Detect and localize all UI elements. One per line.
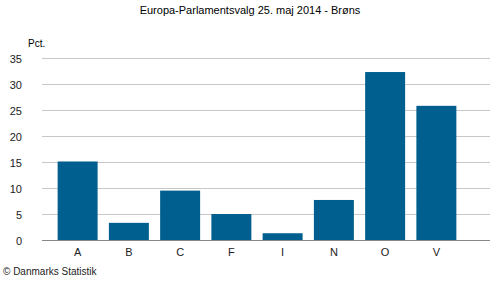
- y-tick-label: 35: [10, 53, 22, 65]
- x-tick-label: I: [281, 246, 284, 258]
- title: Europa-Parlamentsvalg 25. maj 2014 - Brø…: [140, 4, 361, 16]
- y-grid: [42, 59, 490, 241]
- bar: [109, 223, 149, 240]
- x-axis-line: [42, 240, 490, 241]
- bar: [365, 72, 405, 240]
- y-tick-label: 30: [10, 79, 22, 91]
- x-tick-label: V: [433, 246, 441, 258]
- y-tick-label: 20: [10, 131, 22, 143]
- x-tick-label: C: [176, 246, 184, 258]
- grid-line: [42, 58, 490, 59]
- chart: Europa-Parlamentsvalg 25. maj 2014 - Brø…: [0, 0, 500, 282]
- bars: [58, 72, 457, 240]
- source-note: © Danmarks Statistik: [3, 266, 98, 277]
- y-tick-label: 5: [16, 209, 22, 221]
- x-tick-label: B: [125, 246, 132, 258]
- x-tick-label: N: [330, 246, 338, 258]
- x-tick-label: F: [228, 246, 235, 258]
- bar: [263, 233, 303, 240]
- x-tick-label: O: [381, 246, 390, 258]
- y-axis-label: Pct.: [28, 38, 45, 49]
- y-tick-label: 25: [10, 105, 22, 117]
- y-tick-label: 10: [10, 183, 22, 195]
- x-tick-label: A: [74, 246, 82, 258]
- y-tick-label: 15: [10, 157, 22, 169]
- bar: [211, 214, 251, 240]
- bar: [314, 200, 354, 240]
- y-tick-label: 0: [16, 235, 22, 247]
- bar: [416, 106, 456, 240]
- bar: [160, 191, 200, 240]
- grid-line: [42, 84, 490, 85]
- bar: [58, 161, 98, 240]
